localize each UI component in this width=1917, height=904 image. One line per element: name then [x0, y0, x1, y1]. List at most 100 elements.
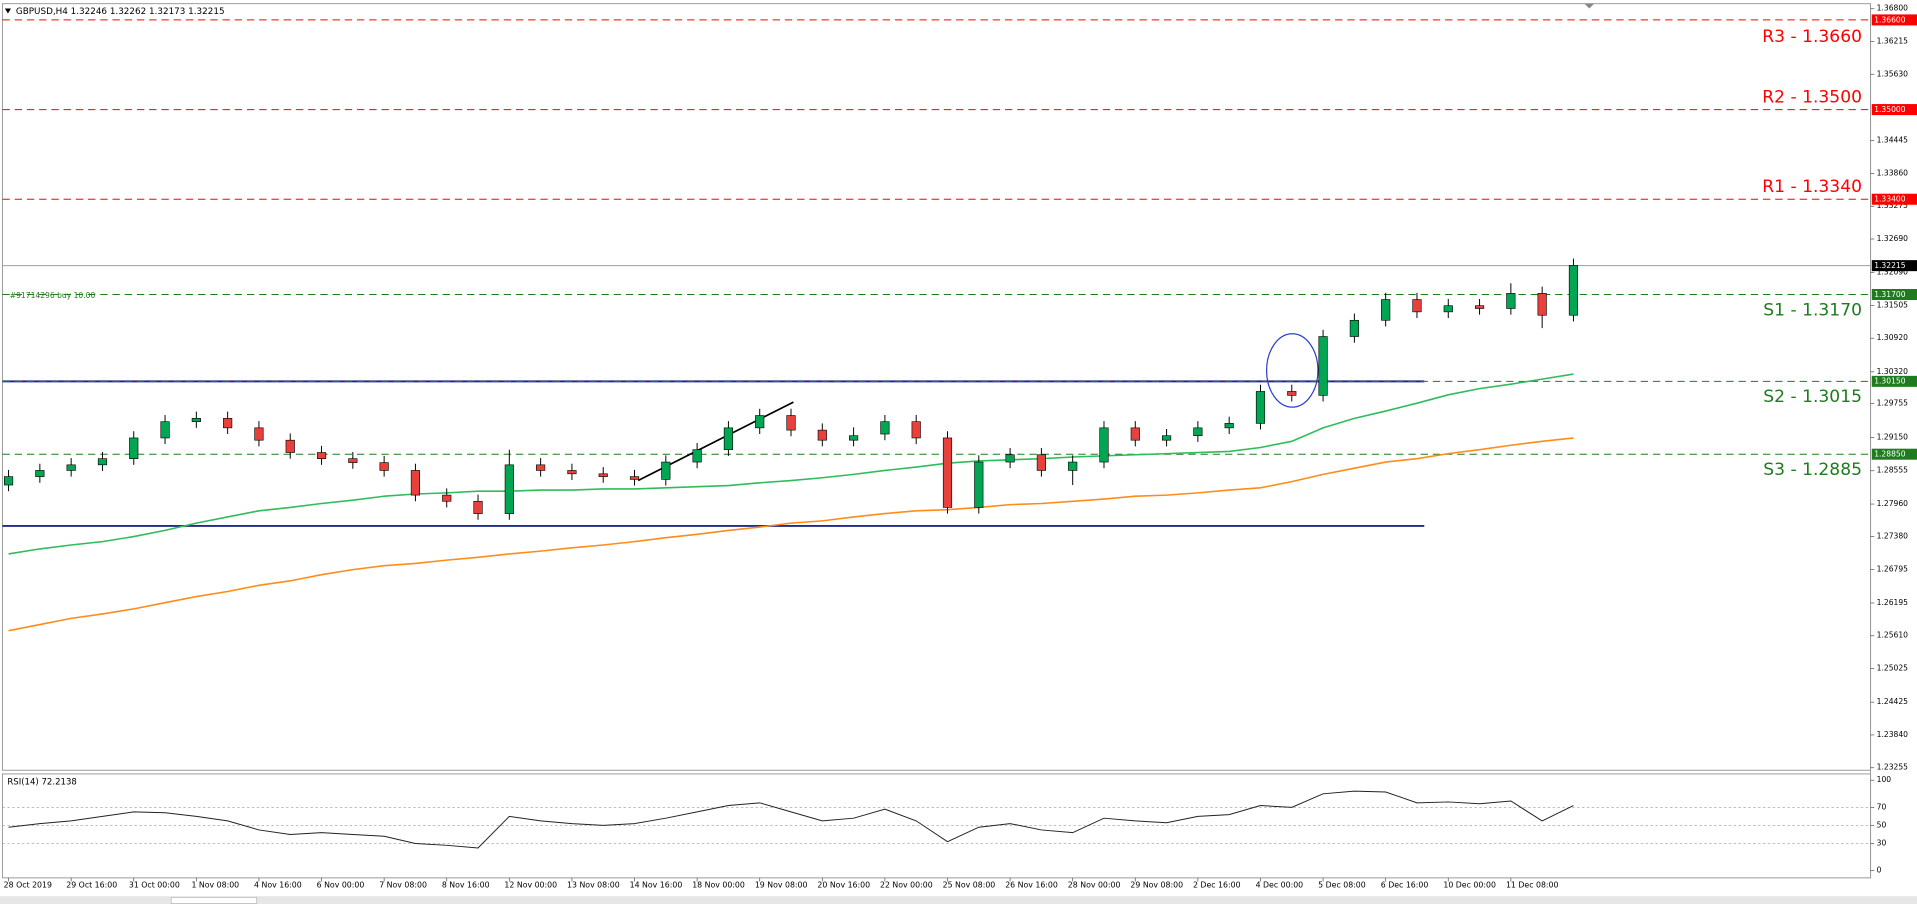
candle-body: [1099, 427, 1109, 463]
y-tick-label: 100: [1877, 775, 1892, 784]
price-tag-label: 1.35000: [1874, 105, 1906, 114]
x-tick-label: 13 Nov 08:00: [567, 881, 620, 890]
candle-body: [473, 500, 483, 514]
x-tick-label: 8 Nov 16:00: [442, 881, 490, 890]
order-label: #91714296 buy 10.00: [10, 291, 96, 300]
rsi-line: [8, 790, 1574, 849]
candle-body: [1130, 427, 1140, 441]
symbol-header: GBPUSD,H4 1.32246 1.32262 1.32173 1.3221…: [16, 7, 225, 17]
candle-body: [567, 470, 577, 475]
price-tag: [1871, 448, 1917, 460]
candle-body: [285, 439, 295, 453]
candle-body: [1506, 293, 1516, 309]
candle-body: [911, 421, 921, 439]
y-tick-label: 1.28555: [1877, 466, 1909, 475]
candle-body: [1412, 299, 1422, 313]
candle-body: [1068, 461, 1078, 471]
candle-body: [254, 427, 264, 441]
y-tick-label: 1.26795: [1877, 564, 1909, 573]
x-tick-label: 29 Oct 16:00: [66, 881, 117, 890]
candle-body: [35, 470, 45, 477]
highlight-ellipse: [1265, 333, 1319, 408]
candle-body: [191, 418, 201, 423]
candle-body: [661, 461, 671, 480]
x-tick-label: 5 Dec 08:00: [1318, 881, 1366, 890]
y-tick-label: 30: [1877, 838, 1887, 847]
candle-body: [1005, 454, 1015, 463]
y-tick-label: 1.36800: [1877, 4, 1909, 13]
level-label: S1 - 1.3170: [1763, 300, 1862, 320]
price-tag: [1871, 260, 1917, 272]
x-tick-label: 6 Dec 16:00: [1381, 881, 1429, 890]
x-tick-label: 31 Oct 00:00: [129, 881, 180, 890]
y-tick-label: 1.27960: [1877, 499, 1909, 508]
candle-body: [379, 462, 389, 471]
candle-body: [129, 437, 139, 459]
y-tick-label: 1.33860: [1877, 168, 1909, 177]
candle-body: [974, 461, 984, 508]
rsi-panel: [1, 773, 1872, 879]
y-tick-label: 1.32090: [1877, 268, 1909, 277]
candle-body: [880, 421, 890, 435]
y-tick-label: 0: [1877, 866, 1882, 875]
x-tick-label: 11 Dec 08:00: [1506, 881, 1559, 890]
y-tick-label: 70: [1877, 802, 1887, 811]
x-tick-label: 28 Oct 2019: [4, 881, 52, 890]
menu-arrow[interactable]: [4, 8, 12, 14]
candle-body: [1318, 336, 1328, 396]
price-tag: [1871, 193, 1917, 205]
price-tag-label: 1.32215: [1874, 261, 1906, 270]
x-tick-label: 28 Nov 00:00: [1068, 881, 1121, 890]
price-tag: [1871, 375, 1917, 387]
level-label: R2 - 1.3500: [1762, 87, 1862, 107]
moving-average: [8, 373, 1574, 555]
price-tag-label: 1.36600: [1874, 15, 1906, 24]
x-tick-label: 4 Dec 00:00: [1256, 881, 1304, 890]
x-tick-label: 29 Nov 08:00: [1130, 881, 1183, 890]
price-tag-label: 1.30150: [1874, 377, 1906, 386]
x-tick-label: 18 Nov 00:00: [692, 881, 745, 890]
candle-body: [442, 494, 452, 502]
x-tick-label: 20 Nov 16:00: [817, 881, 870, 890]
candle-body: [97, 458, 108, 466]
x-tick-label: 10 Dec 00:00: [1443, 881, 1496, 890]
candle-body: [1036, 454, 1046, 471]
y-tick-label: 1.35630: [1877, 69, 1909, 78]
x-tick-label: 2 Dec 16:00: [1193, 881, 1241, 890]
candle-body: [817, 429, 827, 441]
main-panel: [1, 3, 1872, 771]
scroll-bar: [0, 896, 1917, 904]
candle-body: [160, 421, 170, 439]
x-tick-label: 7 Nov 08:00: [379, 881, 427, 890]
y-tick-label: 1.29755: [1877, 398, 1909, 407]
price-tag-label: 1.33400: [1874, 195, 1906, 204]
candle-body: [1381, 299, 1391, 321]
candle-body: [723, 427, 733, 451]
candle-body: [504, 464, 514, 514]
x-tick-label: 22 Nov 00:00: [880, 881, 933, 890]
candle-body: [1568, 265, 1579, 316]
candle-body: [1474, 305, 1485, 309]
candle-body: [1443, 305, 1453, 313]
y-tick-label: 1.23255: [1877, 763, 1909, 772]
price-tag: [1871, 14, 1917, 26]
candle-body: [410, 470, 421, 496]
candle-body: [1287, 391, 1297, 396]
scroll-thumb[interactable]: [170, 897, 258, 904]
candle-body: [348, 458, 358, 463]
candle-body: [692, 449, 702, 463]
y-tick-label: 1.25610: [1877, 631, 1909, 640]
candle-body: [536, 464, 546, 471]
price-tag: [1871, 104, 1917, 116]
x-tick-label: 1 Nov 08:00: [191, 881, 239, 890]
x-tick-label: 19 Nov 08:00: [755, 881, 808, 890]
candle-body: [629, 476, 640, 480]
y-tick-label: 1.25025: [1877, 664, 1909, 673]
moving-average: [8, 437, 1574, 632]
y-tick-label: 1.33275: [1877, 201, 1909, 210]
candle-body: [66, 464, 76, 471]
candle-body: [223, 418, 233, 429]
candle-body: [1537, 293, 1547, 316]
